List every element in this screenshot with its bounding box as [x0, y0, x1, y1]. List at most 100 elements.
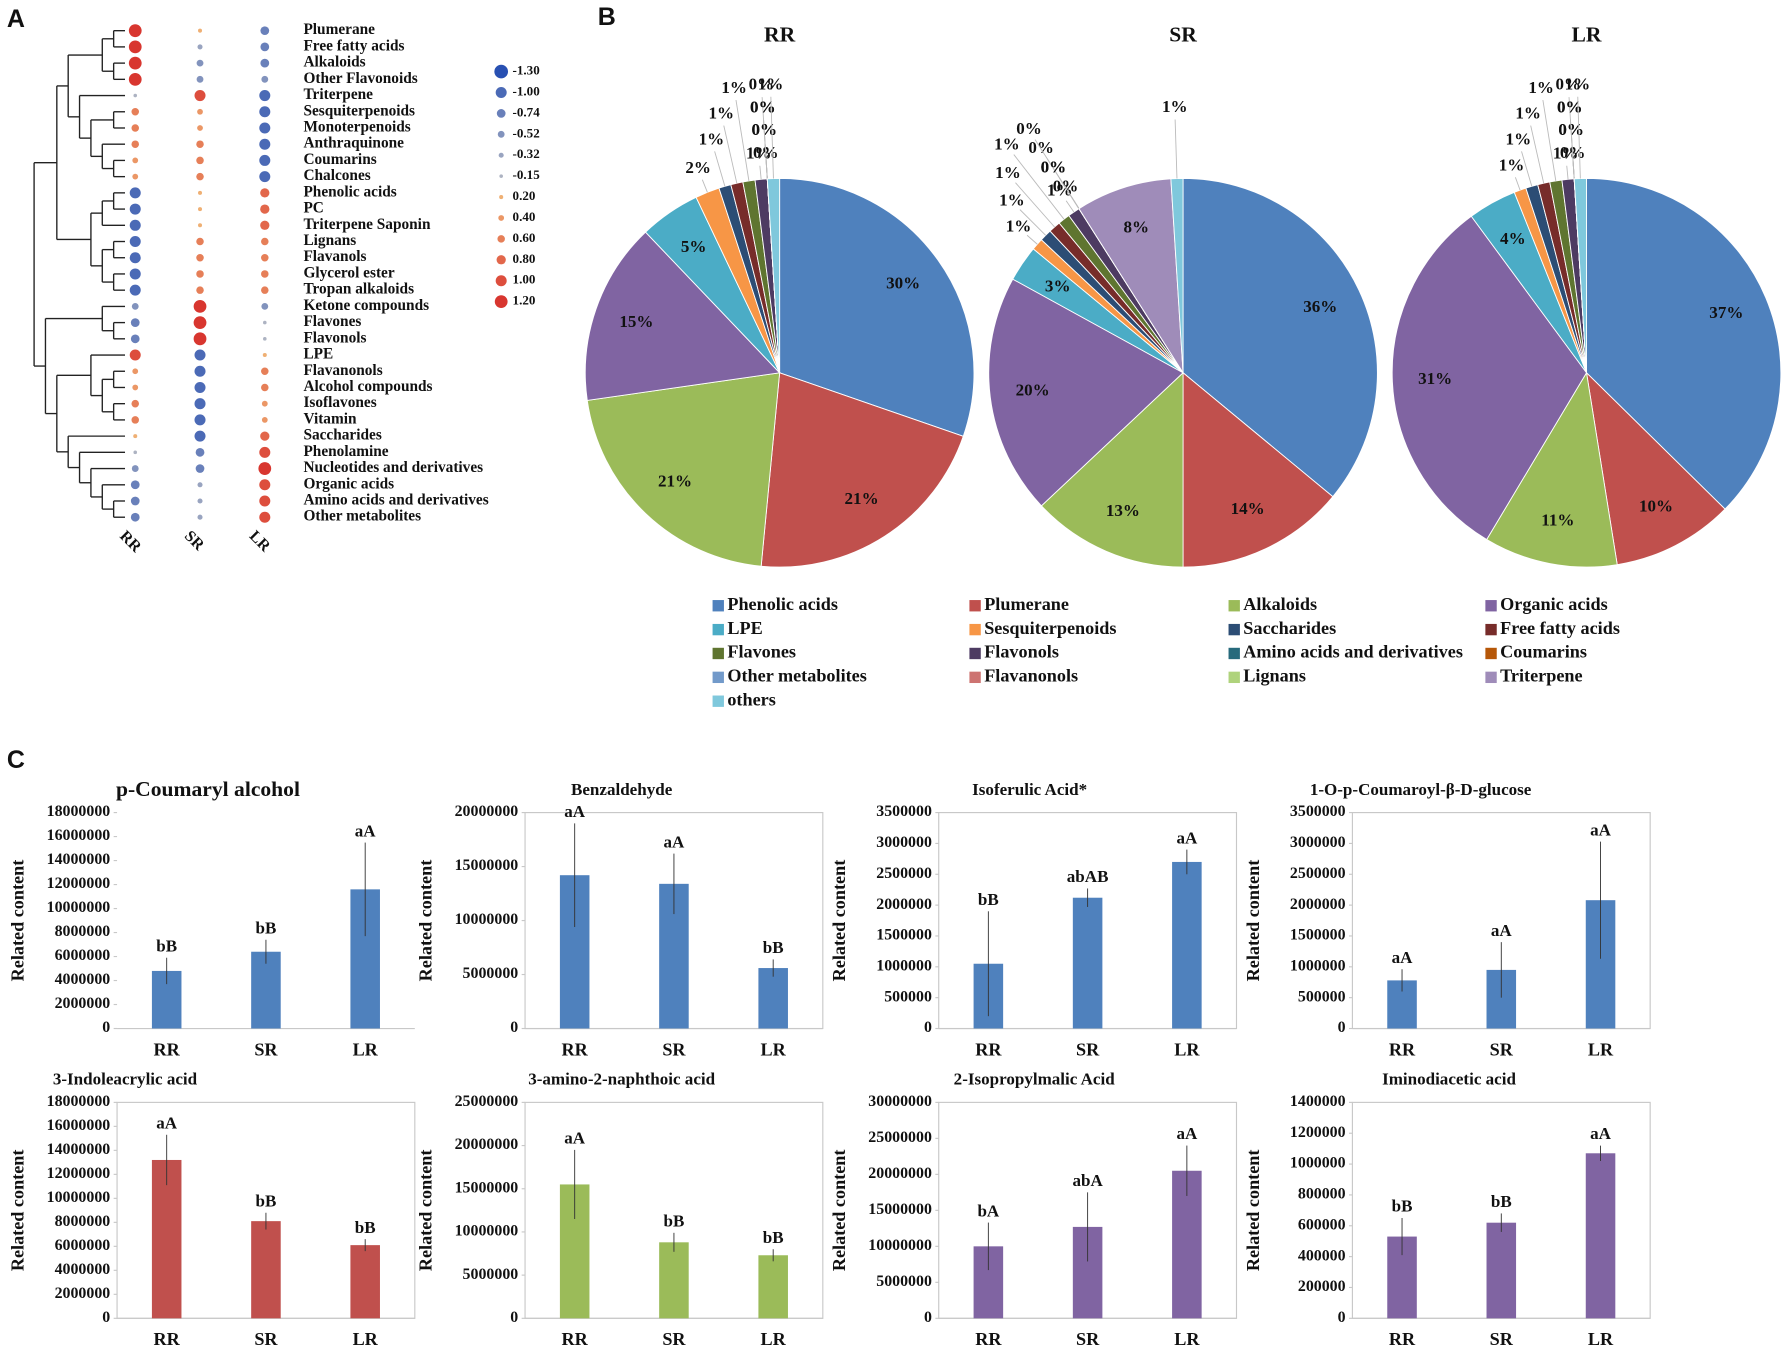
dot [128, 40, 142, 54]
dot [260, 58, 270, 68]
legend-label: 0.40 [513, 209, 536, 224]
x-tick-label: RR [975, 1039, 1002, 1059]
row-label: Chalcones [303, 167, 370, 184]
dot [262, 353, 267, 358]
dot [132, 157, 139, 164]
row-label: Nucleotides and derivatives [303, 459, 483, 476]
significance-label: abA [1072, 1171, 1103, 1190]
significance-label: aA [1590, 1124, 1612, 1143]
y-tick-label: 30000000 [868, 1093, 932, 1110]
pie-label: 1% [1047, 180, 1073, 199]
legend-dot [496, 109, 506, 118]
legend-swatch [1485, 671, 1497, 684]
dot [197, 125, 203, 131]
legend-label: 1.20 [513, 293, 536, 308]
legend-dot [499, 195, 504, 200]
y-axis-label: Related content [1243, 860, 1263, 982]
significance-label: aA [156, 1113, 178, 1132]
legend-swatch [1228, 647, 1240, 660]
pie-label: 1% [1528, 78, 1554, 97]
dot [131, 124, 140, 132]
dot [259, 511, 271, 523]
legend-label: LPE [727, 618, 762, 638]
y-tick-label: 0 [102, 1019, 110, 1036]
y-tick-label: 20000000 [868, 1165, 932, 1182]
y-tick-label: 10000000 [455, 1223, 519, 1240]
pie-label: 2% [685, 158, 711, 177]
y-tick-label: 4000000 [55, 1261, 111, 1278]
dot [133, 93, 138, 98]
y-tick-label: 5000000 [876, 1273, 932, 1290]
y-tick-label: 1000000 [876, 957, 932, 974]
chart-title: Iminodiacetic acid [1382, 1070, 1516, 1089]
pie-slice [1182, 371, 1334, 568]
dot [198, 28, 203, 33]
y-tick-label: 2000000 [55, 1285, 111, 1302]
pie-label: 21% [658, 471, 692, 490]
x-tick-label: LR [353, 1329, 379, 1349]
dot [130, 496, 140, 506]
significance-label: bB [763, 1228, 784, 1247]
pie-label: 11% [1541, 511, 1574, 530]
dot [195, 464, 205, 473]
legend-dot [497, 130, 505, 138]
dot [259, 138, 271, 150]
legend-swatch [969, 671, 981, 684]
y-tick-label: 3000000 [1290, 834, 1346, 851]
dot [133, 450, 138, 455]
y-tick-label: 12000000 [47, 875, 111, 892]
legend-dot [494, 295, 508, 309]
y-tick-label: 8000000 [55, 1213, 111, 1230]
y-tick-label: 5000000 [463, 965, 519, 982]
y-tick-label: 400000 [1298, 1247, 1346, 1264]
row-label: Saccharides [303, 427, 381, 444]
pie-title: LR [1572, 22, 1602, 46]
row-label: Flavanonols [303, 362, 382, 379]
chart-title: 2-Isopropylmalic Acid [954, 1070, 1116, 1089]
legend-dot [498, 215, 505, 221]
dot [132, 173, 139, 180]
dot [131, 108, 140, 116]
legend-swatch [712, 695, 724, 707]
y-tick-label: 5000000 [463, 1266, 519, 1283]
dot [195, 447, 205, 457]
significance-label: aA [564, 802, 586, 821]
x-tick-label: SR [662, 1329, 686, 1349]
dot [196, 253, 204, 262]
legend-swatch [1485, 647, 1497, 660]
chart-title: Benzaldehyde [571, 780, 673, 799]
pie-label: 0% [1028, 138, 1054, 157]
x-tick-label: RR [562, 1039, 589, 1059]
x-tick-label: LR [761, 1329, 787, 1349]
leader-line [1566, 165, 1569, 180]
column-label: LR [246, 528, 274, 556]
significance-label: bB [256, 1191, 277, 1210]
bar [1072, 897, 1103, 1029]
pie-slice [1078, 178, 1184, 374]
dot [259, 90, 271, 102]
pie-slice [1586, 177, 1782, 510]
y-tick-label: 600000 [1298, 1216, 1346, 1233]
bar [350, 1245, 380, 1319]
pie-label: 0% [1556, 75, 1582, 94]
row-label: Triterpene Saponin [303, 216, 431, 233]
panel-label: C [7, 746, 25, 774]
leader-line [1514, 177, 1521, 191]
pie-label: 1% [1506, 129, 1532, 148]
row-label: LPE [303, 346, 333, 363]
leader-line [1569, 119, 1575, 179]
legend-label: Organic acids [1500, 594, 1608, 614]
leader-line [1530, 125, 1545, 184]
dot [196, 59, 204, 67]
legend-label: -1.00 [513, 84, 541, 99]
legend-dot [499, 174, 503, 178]
pie-label: 1% [1162, 97, 1188, 116]
dot [261, 400, 268, 407]
y-tick-label: 0 [924, 1019, 932, 1036]
legend-label: 0.20 [513, 188, 536, 203]
y-tick-label: 0 [924, 1309, 932, 1326]
dot [197, 482, 203, 488]
pie-label: 1% [1006, 217, 1032, 236]
y-tick-label: 12000000 [47, 1165, 111, 1182]
row-label: Alkaloids [303, 54, 365, 71]
